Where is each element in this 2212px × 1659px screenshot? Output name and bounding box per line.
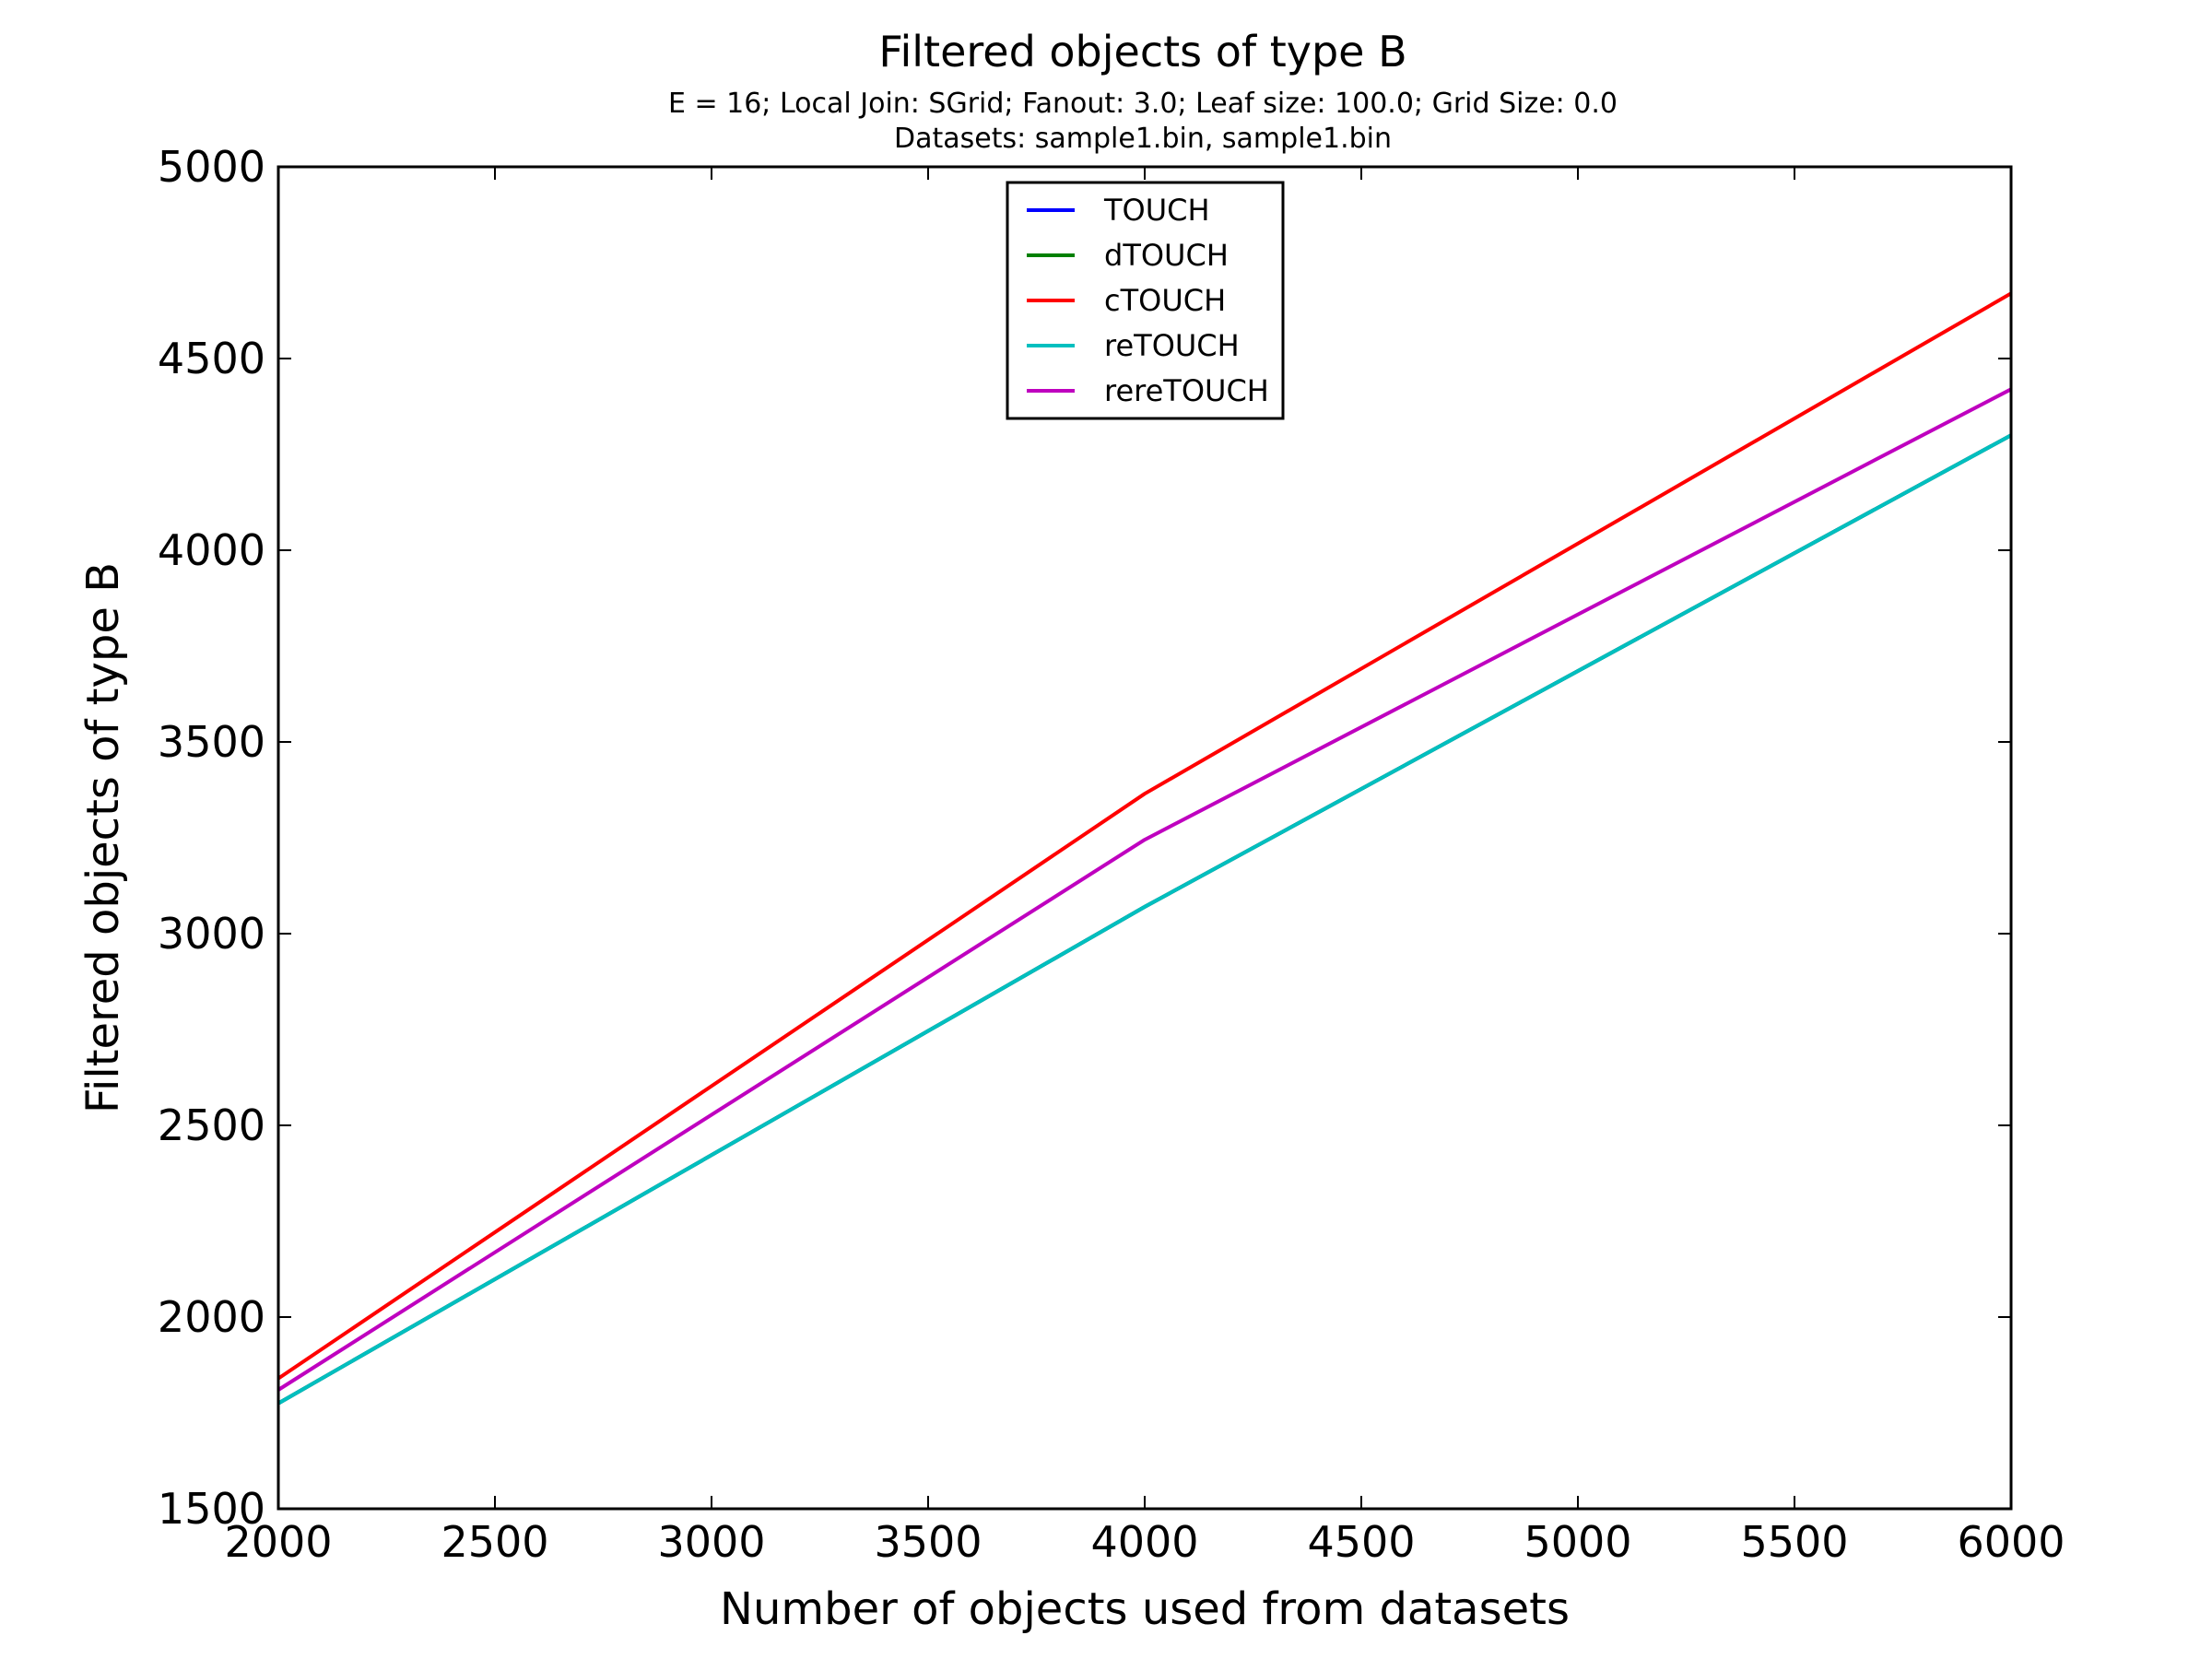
y-axis-label: Filtered objects of type B	[77, 562, 129, 1113]
legend: TOUCH dTOUCH cTOUCH reTOUCH rereTOUCH	[1006, 181, 1285, 420]
legend-entries: TOUCH dTOUCH cTOUCH reTOUCH rereTOUCH	[1027, 193, 1269, 408]
y-tick-label: 3500	[158, 717, 265, 767]
legend-label-reretouch: rereTOUCH	[1104, 373, 1269, 408]
ticks-layer: 2000 2500 3000 3500 4000 4500 5000 5500 6000 1500…	[158, 142, 2065, 1567]
x-tick-label: 6000	[1957, 1517, 2065, 1567]
y-tick-label: 5000	[158, 142, 265, 192]
chart-subtitle-line-2: Datasets: sample1.bin, sample1.bin	[894, 123, 1392, 155]
series-line-retouch	[277, 433, 2012, 1406]
y-tick-label: 4000	[158, 525, 265, 575]
series-line-ctouch	[276, 291, 2013, 1381]
series-line-touch	[277, 433, 2012, 1406]
series-layer	[276, 291, 2013, 1406]
x-tick-label: 3500	[874, 1517, 982, 1567]
x-tick-label: 2500	[441, 1517, 548, 1567]
legend-label-touch: TOUCH	[1103, 193, 1210, 228]
y-tick-label: 2500	[158, 1100, 265, 1150]
y-tick-label: 2000	[158, 1292, 265, 1342]
x-tick-label: 5000	[1524, 1517, 1631, 1567]
legend-label-dtouch: dTOUCH	[1104, 238, 1229, 273]
x-axis-label: Number of objects used from datasets	[720, 1583, 1570, 1635]
x-tick-label: 3000	[657, 1517, 765, 1567]
x-tick-label: 4500	[1307, 1517, 1415, 1567]
series-line-reretouch	[276, 387, 2012, 1392]
x-tick-label: 5500	[1740, 1517, 1848, 1567]
x-tick-label: 4000	[1090, 1517, 1198, 1567]
series-line-dtouch	[277, 433, 2012, 1406]
chart-subtitle-line-1: E = 16; Local Join: SGrid; Fanout: 3.0; …	[668, 88, 1618, 120]
x-tick-label: 2000	[224, 1517, 332, 1567]
y-tick-label: 3000	[158, 909, 265, 959]
y-tick-label: 4500	[158, 334, 265, 383]
legend-label-ctouch: cTOUCH	[1104, 283, 1226, 318]
legend-label-retouch: reTOUCH	[1104, 328, 1240, 363]
chart-title: Filtered objects of type B	[878, 27, 1406, 76]
y-tick-label: 1500	[158, 1484, 265, 1534]
